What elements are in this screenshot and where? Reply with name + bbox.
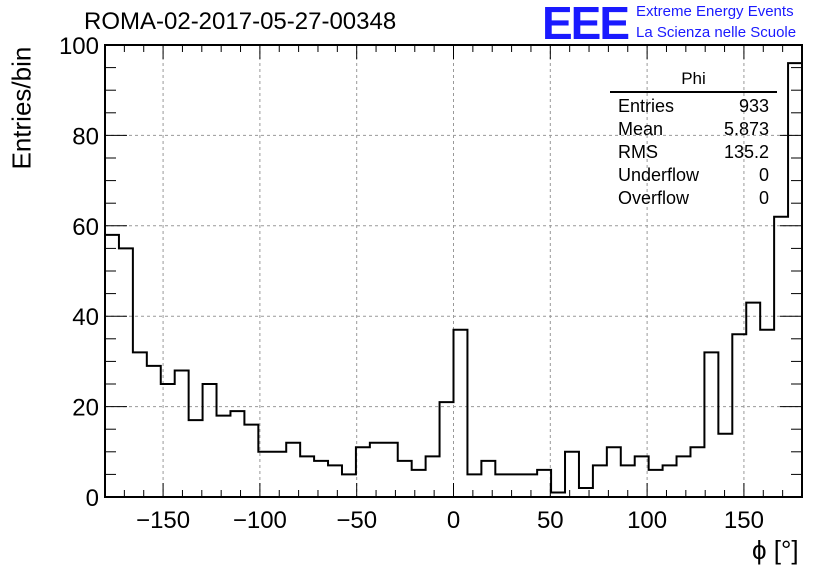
y-tick-label: 100 [59, 33, 99, 60]
logo-line-2: La Scienza nelle Scuole [636, 24, 797, 41]
stats-box: Phi Entries 933 Mean 5.873 RMS 135.2 Underf… [610, 69, 777, 210]
y-tick-label: 20 [72, 395, 99, 422]
y-axis-label: Entries/bin [6, 46, 37, 170]
stats-row: Mean 5.873 [610, 118, 777, 141]
eee-logo: EEE [542, 0, 630, 49]
histogram-line [105, 62, 802, 494]
stats-row: Underflow 0 [610, 164, 777, 187]
stats-label: Overflow [618, 188, 690, 208]
stats-label: Entries [618, 96, 675, 116]
x-tick-label: −100 [233, 507, 287, 534]
x-tick-label: 0 [447, 507, 460, 534]
stats-title: Phi [610, 69, 777, 93]
x-tick-label: 100 [627, 507, 667, 534]
x-tick-label: 50 [537, 507, 564, 534]
x-tick-label: 150 [724, 507, 764, 534]
stats-value: 5.873 [723, 119, 769, 139]
y-tick-label: 80 [72, 123, 99, 150]
y-tick-label: 60 [72, 214, 99, 241]
stats-value: 933 [738, 96, 769, 116]
x-tick-label: −50 [336, 507, 377, 534]
stats-row: RMS 135.2 [610, 141, 777, 164]
stats-label: Mean [618, 119, 664, 139]
stats-label: RMS [618, 142, 658, 162]
y-tick-label: 40 [72, 304, 99, 331]
stats-value: 135.2 [723, 142, 769, 162]
x-tick-label: −150 [136, 507, 190, 534]
plot-frame [104, 44, 803, 498]
stats-row: Overflow 0 [610, 187, 777, 210]
stats-label: Underflow [618, 165, 700, 185]
stats-value: 0 [758, 165, 769, 185]
chart-title: ROMA-02-2017-05-27-00348 [84, 8, 397, 35]
stats-row: Entries 933 [610, 95, 777, 118]
y-tick-label: 0 [86, 485, 99, 512]
logo-line-1: Extreme Energy Events [636, 3, 794, 20]
x-axis-label: ϕ [°] [752, 535, 799, 565]
stats-value: 0 [758, 188, 769, 208]
